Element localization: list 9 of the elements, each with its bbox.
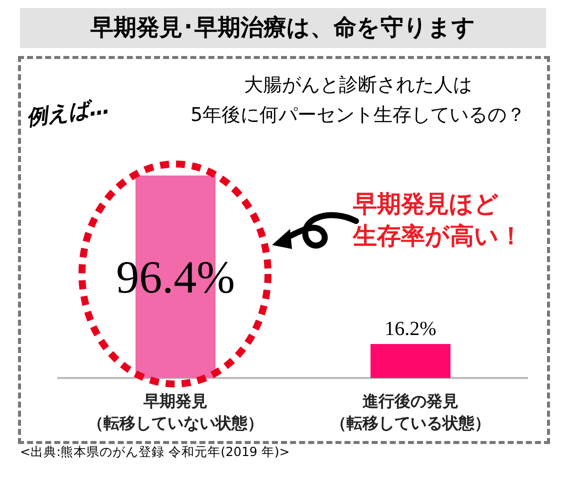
chart-title: 早期発見･早期治療は、命を守ります	[20, 8, 546, 48]
annotation: 生存率が高い！	[353, 221, 523, 252]
data-label: 16.2%	[384, 318, 436, 340]
text: 例えば…	[24, 93, 112, 132]
x-tick-label: 早期発見（転移していない状態）	[88, 392, 264, 432]
annotation: 早期発見ほど	[353, 189, 499, 220]
text: <出典:熊本県のがん登録 令和元年(2019 年)>	[20, 444, 290, 461]
x-tick-label: 進行後の発見（転移している状態）	[330, 392, 490, 432]
chart-subtitle: 大腸がんと診断された人は 5年後に何パーセント生存しているの？	[189, 73, 527, 128]
